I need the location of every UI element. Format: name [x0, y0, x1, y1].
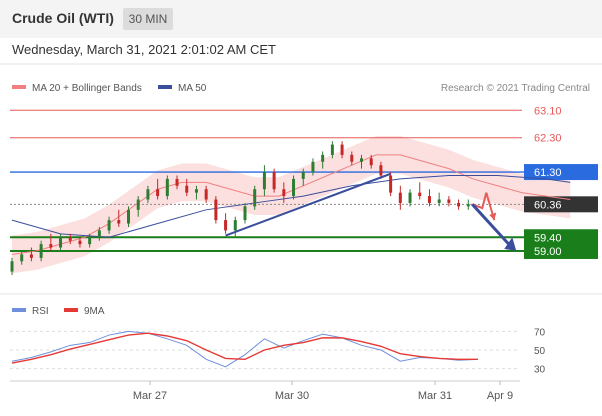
rsi-tick-0: 30: [534, 365, 546, 376]
rsi-legend-swatch: [12, 308, 26, 312]
candle-body-29: [292, 178, 296, 197]
ma9-legend-label: 9MA: [84, 306, 105, 317]
candle-body-9: [97, 230, 101, 238]
rsi-line-1: [11, 332, 478, 364]
timeframe-badge[interactable]: 30 MIN: [123, 8, 173, 30]
ma20-legend-swatch: [12, 85, 26, 89]
level-label-5: 59.00: [534, 246, 562, 258]
candle-body-19: [194, 189, 198, 193]
chart-datetime: Wednesday, March 31, 2021 2:01:02 AM CET: [12, 42, 276, 57]
ma20-legend-label: MA 20 + Bollinger Bands: [32, 83, 142, 94]
candle-body-32: [321, 154, 325, 162]
candle-body-17: [175, 178, 179, 186]
candle-body-0: [10, 261, 14, 272]
candle-body-11: [117, 220, 121, 224]
candle-body-8: [88, 237, 92, 245]
candle-body-36: [360, 158, 363, 162]
price-panel: 63.10 62.30 61.30 60.36 59.40 59.00: [10, 105, 598, 275]
level-box-2: [524, 164, 598, 181]
candle-body-45: [447, 199, 451, 203]
credit-text: Research © 2021 Trading Central: [441, 83, 590, 94]
ma50-legend-swatch: [158, 85, 172, 89]
level-label-1: 62.30: [534, 133, 562, 145]
level-box-5: [524, 242, 598, 259]
candle-body-1: [20, 254, 24, 262]
candle-body-6: [68, 237, 72, 241]
level-label-0: 63.10: [534, 105, 562, 117]
rsi-legend-label: RSI: [32, 306, 49, 317]
scenario-arrow-main: [471, 203, 512, 247]
instrument-title: Crude Oil (WTI): [12, 10, 114, 26]
candle-body-35: [350, 154, 354, 162]
candle-body-2: [29, 254, 33, 258]
ma9-legend-swatch: [64, 308, 78, 312]
candle-body-15: [156, 189, 160, 197]
candle-body-39: [389, 175, 393, 193]
candle-body-5: [59, 237, 63, 248]
candle-body-28: [282, 189, 286, 197]
candle-body-21: [214, 199, 218, 221]
level-box-4: [524, 229, 598, 246]
candle-body-25: [253, 189, 257, 207]
level-label-4: 59.40: [534, 232, 562, 244]
candle-body-24: [243, 206, 247, 221]
candle-body-14: [146, 189, 150, 200]
ma50-legend-label: MA 50: [178, 83, 207, 94]
candle-body-27: [272, 172, 276, 190]
candle-body-42: [418, 192, 422, 197]
candle-body-38: [379, 165, 383, 176]
ma-line-0: [11, 154, 571, 255]
x-axis: Mar 27 Mar 30 Mar 31 Apr 9: [133, 381, 513, 402]
candle-body-22: [224, 220, 228, 231]
chart-header: Crude Oil (WTI) 30 MIN: [0, 0, 602, 38]
scenario-arrow-main-head: [504, 237, 517, 251]
candle-body-47: [466, 204, 470, 207]
rsi-line-0: [11, 330, 479, 368]
level-label-2: 61.30: [534, 167, 562, 179]
rsi-panel: 30 50 70: [10, 327, 546, 376]
candle-body-20: [204, 189, 208, 200]
x-tick-label-2: Mar 31: [418, 390, 452, 402]
rsi-tick-1: 50: [534, 346, 546, 357]
candle-body-23: [233, 220, 237, 231]
candle-body-7: [78, 240, 82, 245]
candle-body-33: [330, 144, 334, 155]
candle-body-13: [136, 199, 140, 210]
candle-body-44: [437, 199, 441, 203]
scenario-arrow-up: [471, 192, 488, 210]
x-tick-label-3: Apr 9: [487, 390, 513, 402]
scenario-arrow-down-head: [489, 212, 497, 221]
candle-body-18: [185, 185, 189, 193]
candle-body-10: [107, 220, 111, 231]
candle-body-31: [311, 161, 315, 173]
candle-body-46: [457, 202, 461, 207]
candle-body-3: [39, 244, 43, 258]
x-tick-label-1: Mar 30: [275, 390, 309, 402]
level-box-3: [524, 196, 598, 213]
ma-line-1: [11, 174, 571, 238]
candle-body-16: [165, 178, 169, 197]
x-tick-label-0: Mar 27: [133, 390, 167, 402]
trendline: [225, 172, 391, 237]
candle-body-40: [398, 192, 402, 203]
candle-body-12: [127, 209, 130, 224]
candle-body-37: [369, 158, 373, 166]
candle-body-43: [427, 196, 431, 203]
candle-body-26: [262, 172, 266, 190]
level-label-3: 60.36: [534, 199, 562, 211]
candle-body-34: [340, 144, 344, 155]
candle-body-4: [49, 244, 53, 248]
rsi-tick-2: 70: [534, 327, 546, 338]
candle-body-41: [408, 192, 412, 203]
candle-body-30: [301, 172, 305, 179]
